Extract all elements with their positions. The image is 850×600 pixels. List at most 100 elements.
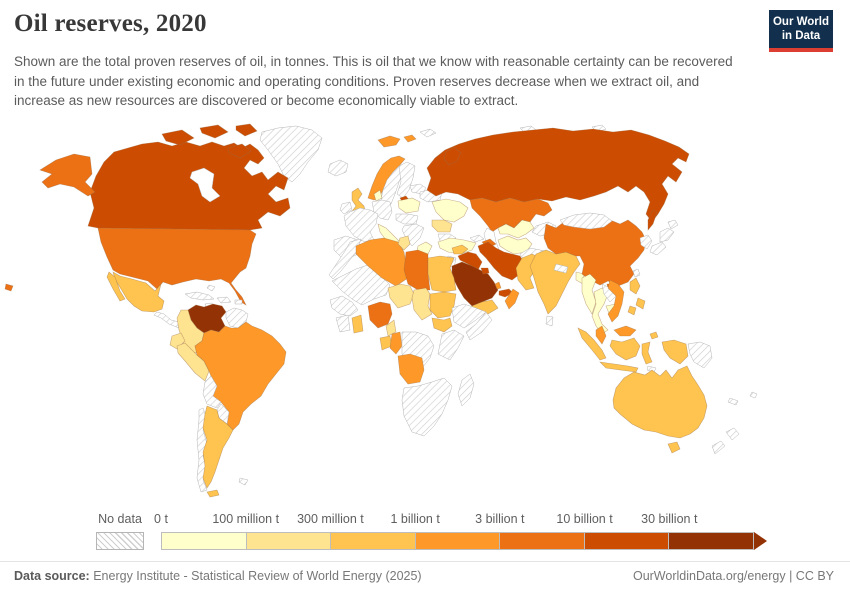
legend-segment[interactable]	[499, 532, 584, 550]
region-kuwait[interactable]	[480, 267, 490, 275]
region-west-papua[interactable]	[661, 339, 689, 365]
region-hispaniola[interactable]	[216, 296, 232, 304]
region-india[interactable]	[529, 249, 581, 315]
region-southern-africa[interactable]	[401, 377, 453, 437]
region-kenya-tanzania[interactable]	[437, 329, 465, 361]
region-japan-hokkaido[interactable]	[667, 219, 679, 230]
legend-no-data-swatch[interactable]	[96, 532, 144, 550]
region-ireland[interactable]	[339, 201, 353, 215]
owid-energy-link[interactable]: OurWorldinData.org/energy	[632, 569, 786, 583]
region-philippines-mindanao[interactable]	[627, 305, 637, 316]
region-chad[interactable]	[411, 287, 433, 321]
region-kalimantan[interactable]	[609, 337, 641, 361]
region-czech-hungary[interactable]	[395, 213, 419, 225]
region-vietnam[interactable]	[607, 279, 625, 323]
region-mexico[interactable]	[112, 271, 165, 313]
region-south-sudan[interactable]	[431, 317, 453, 333]
region-niger[interactable]	[387, 283, 415, 309]
region-philippines-visayas[interactable]	[635, 297, 646, 310]
region-angola[interactable]	[397, 353, 425, 385]
region-senegal-guinea[interactable]	[329, 295, 359, 317]
legend-segment[interactable]	[330, 532, 415, 550]
region-kazakhstan[interactable]	[469, 197, 553, 233]
region-canada-arctic-3[interactable]	[235, 123, 258, 137]
region-malaysia-peninsula[interactable]	[595, 325, 607, 345]
region-franz-josef-land[interactable]	[419, 128, 437, 138]
region-somalia[interactable]	[465, 311, 493, 341]
region-tasmania[interactable]	[667, 441, 681, 454]
region-iraq[interactable]	[457, 251, 483, 271]
region-iceland[interactable]	[327, 159, 349, 177]
region-java[interactable]	[599, 361, 639, 373]
region-qatar[interactable]	[494, 281, 502, 290]
region-myanmar[interactable]	[581, 273, 597, 315]
region-canada-baffin[interactable]	[227, 143, 252, 159]
region-brazil[interactable]	[194, 321, 287, 431]
region-japan-honshu[interactable]	[659, 227, 675, 243]
region-sudan[interactable]	[429, 291, 457, 319]
region-canada-arctic-1[interactable]	[161, 129, 195, 146]
region-nepal[interactable]	[553, 263, 569, 274]
legend-segment[interactable]	[668, 532, 755, 550]
region-novaya-zemlya[interactable]	[443, 146, 462, 166]
region-philippines-luzon[interactable]	[629, 277, 641, 295]
region-new-zealand-north[interactable]	[725, 427, 740, 441]
region-svalbard-east[interactable]	[403, 134, 417, 143]
region-egypt[interactable]	[427, 255, 457, 293]
region-new-caledonia[interactable]	[727, 397, 739, 406]
region-taiwan[interactable]	[632, 268, 641, 278]
region-united-states[interactable]	[97, 227, 257, 306]
region-france[interactable]	[343, 207, 379, 243]
region-saudi-arabia[interactable]	[451, 261, 499, 307]
region-georgia[interactable]	[469, 234, 485, 243]
region-tierra-del-fuego[interactable]	[206, 489, 220, 498]
region-baja-california[interactable]	[106, 271, 126, 302]
region-denmark[interactable]	[373, 189, 383, 202]
region-ethiopia[interactable]	[451, 303, 487, 329]
region-oman[interactable]	[504, 288, 520, 310]
owid-logo[interactable]: Our World in Data	[769, 10, 833, 52]
region-cameroon[interactable]	[385, 319, 397, 337]
region-hawaii[interactable]	[4, 283, 14, 292]
region-madagascar[interactable]	[457, 373, 475, 407]
legend-segment[interactable]	[245, 532, 331, 550]
region-argentina[interactable]	[202, 405, 234, 489]
region-sumatra[interactable]	[577, 327, 607, 361]
region-syria[interactable]	[451, 244, 469, 255]
region-mongolia[interactable]	[559, 212, 613, 230]
region-sakhalin[interactable]	[647, 209, 658, 231]
region-ukraine[interactable]	[431, 198, 469, 223]
region-australia[interactable]	[612, 365, 708, 439]
region-falkland-islands[interactable]	[238, 477, 249, 486]
region-malaysia-borneo[interactable]	[613, 325, 637, 337]
region-uzbekistan[interactable]	[497, 219, 535, 239]
region-bolivia[interactable]	[202, 375, 222, 409]
region-turkmenistan[interactable]	[497, 235, 533, 255]
region-canada[interactable]	[87, 141, 291, 231]
region-mali-mauritania[interactable]	[331, 264, 391, 306]
region-romania[interactable]	[431, 219, 453, 233]
region-greenland[interactable]	[259, 125, 323, 183]
region-finland[interactable]	[396, 161, 416, 199]
region-sri-lanka[interactable]	[545, 315, 554, 327]
region-congo[interactable]	[389, 331, 403, 355]
region-fiji[interactable]	[749, 391, 758, 399]
legend-segment[interactable]	[161, 532, 246, 550]
region-puerto-rico[interactable]	[234, 299, 243, 305]
region-moluccas[interactable]	[649, 331, 659, 340]
region-ghana[interactable]	[351, 314, 364, 334]
region-bahamas[interactable]	[206, 284, 216, 292]
legend-segment[interactable]	[414, 532, 500, 550]
region-sulawesi[interactable]	[641, 341, 653, 365]
region-libya[interactable]	[403, 249, 431, 291]
region-japan-south[interactable]	[649, 241, 667, 256]
region-korea[interactable]	[639, 234, 653, 250]
region-alaska[interactable]	[39, 153, 96, 197]
region-poland[interactable]	[397, 197, 421, 214]
region-papua-new-guinea[interactable]	[687, 341, 713, 369]
region-tunisia[interactable]	[397, 235, 411, 251]
region-svalbard[interactable]	[377, 135, 401, 148]
region-balkans[interactable]	[401, 223, 425, 247]
legend-segment[interactable]	[583, 532, 669, 550]
region-cote-divoire[interactable]	[335, 314, 351, 333]
